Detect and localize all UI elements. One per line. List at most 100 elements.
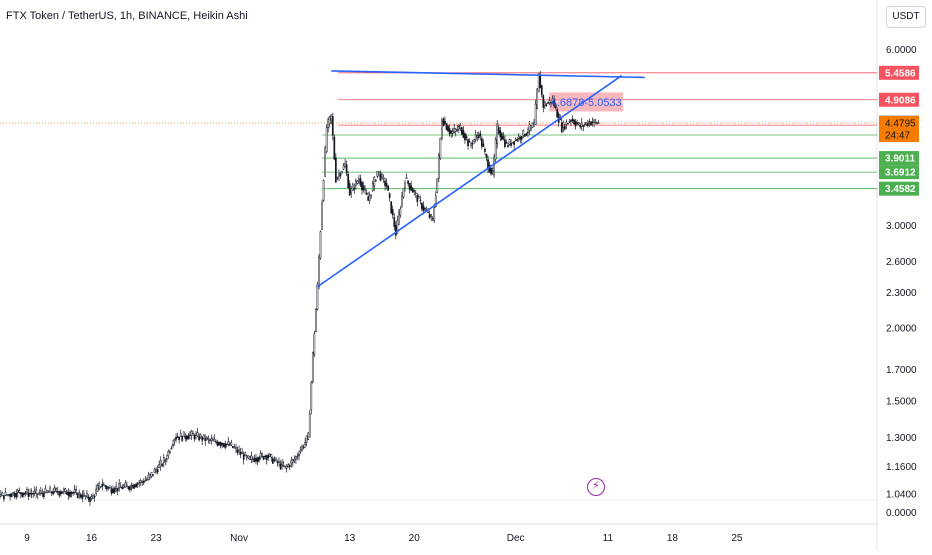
candle <box>66 491 68 495</box>
candle <box>442 118 445 126</box>
candle <box>181 436 184 441</box>
candle <box>556 109 558 118</box>
candle <box>149 473 151 479</box>
candle <box>574 121 577 127</box>
candle <box>196 432 199 437</box>
candle <box>530 125 532 130</box>
candle <box>304 442 306 445</box>
candle <box>467 139 469 147</box>
candle <box>164 460 167 462</box>
candle <box>89 497 91 502</box>
range-box-label: 4.6878-5.0533 <box>551 97 622 109</box>
candle <box>61 491 64 494</box>
candle <box>241 452 243 454</box>
candle <box>505 142 508 144</box>
level-badge-1[interactable] <box>879 92 919 107</box>
price-tick-label: 2.3000 <box>886 288 917 299</box>
candle <box>268 453 271 457</box>
candle <box>462 130 465 138</box>
candle <box>405 177 408 179</box>
candle <box>573 120 575 125</box>
candle <box>63 489 65 493</box>
candle <box>316 284 319 310</box>
candle <box>321 202 323 230</box>
candle <box>21 492 24 497</box>
candle <box>356 181 359 184</box>
candle <box>305 435 308 443</box>
currency-button[interactable]: USDT <box>886 6 926 28</box>
candle <box>93 495 96 498</box>
candle <box>282 465 285 467</box>
candle <box>499 130 502 138</box>
candle <box>287 464 290 467</box>
candle <box>267 455 270 458</box>
candle <box>238 449 240 452</box>
candle <box>421 202 423 210</box>
candle <box>315 309 317 333</box>
candle <box>571 118 574 122</box>
candle <box>29 492 31 495</box>
candle <box>474 134 477 140</box>
candle <box>70 492 73 495</box>
candle <box>141 481 144 483</box>
candle <box>553 99 555 107</box>
candle <box>468 141 471 143</box>
candle <box>579 124 582 128</box>
trendline-1[interactable] <box>316 74 623 288</box>
current-price-badge[interactable] <box>879 115 919 142</box>
candle <box>182 431 185 437</box>
candle <box>504 139 506 147</box>
candle <box>563 125 566 130</box>
candle <box>374 179 377 182</box>
candle <box>185 435 188 440</box>
candle <box>121 487 124 490</box>
candle <box>244 452 247 457</box>
candle <box>10 493 13 498</box>
candle <box>133 484 136 488</box>
candle <box>413 190 416 192</box>
flash-icon[interactable]: ⚡ <box>587 478 605 496</box>
candle <box>590 121 592 126</box>
candle <box>577 122 580 125</box>
price-tick-label: 3.0000 <box>886 221 917 232</box>
candle <box>218 442 220 446</box>
candle <box>199 434 202 438</box>
level-badge-0[interactable] <box>879 65 919 80</box>
candle <box>542 95 545 108</box>
candle <box>75 489 78 494</box>
candle <box>15 492 18 498</box>
candle <box>398 212 400 225</box>
candle <box>109 487 111 489</box>
trendline-0[interactable] <box>331 70 645 79</box>
candle <box>172 444 174 446</box>
candle <box>224 443 227 448</box>
candle <box>270 454 273 458</box>
candle <box>439 137 442 159</box>
candle <box>115 486 117 489</box>
candle <box>384 180 386 186</box>
candle <box>242 454 245 460</box>
candle <box>437 155 440 179</box>
candle <box>477 135 480 138</box>
candle <box>252 458 254 460</box>
candle <box>56 491 59 493</box>
level-badge-6[interactable] <box>879 181 919 196</box>
price-tick-label: 6.0000 <box>886 45 917 56</box>
candle <box>519 137 522 141</box>
candle <box>410 185 413 191</box>
candle <box>290 460 293 465</box>
candle <box>527 131 529 133</box>
level-badge-4[interactable] <box>879 151 919 166</box>
candle <box>367 196 369 201</box>
level-badge-5[interactable] <box>879 165 919 180</box>
candle <box>265 455 268 460</box>
candle <box>81 494 84 499</box>
candle <box>273 459 276 461</box>
candle <box>391 209 394 216</box>
candle <box>198 436 200 441</box>
candle <box>1 492 4 497</box>
candle <box>596 122 598 124</box>
candle <box>348 183 351 196</box>
